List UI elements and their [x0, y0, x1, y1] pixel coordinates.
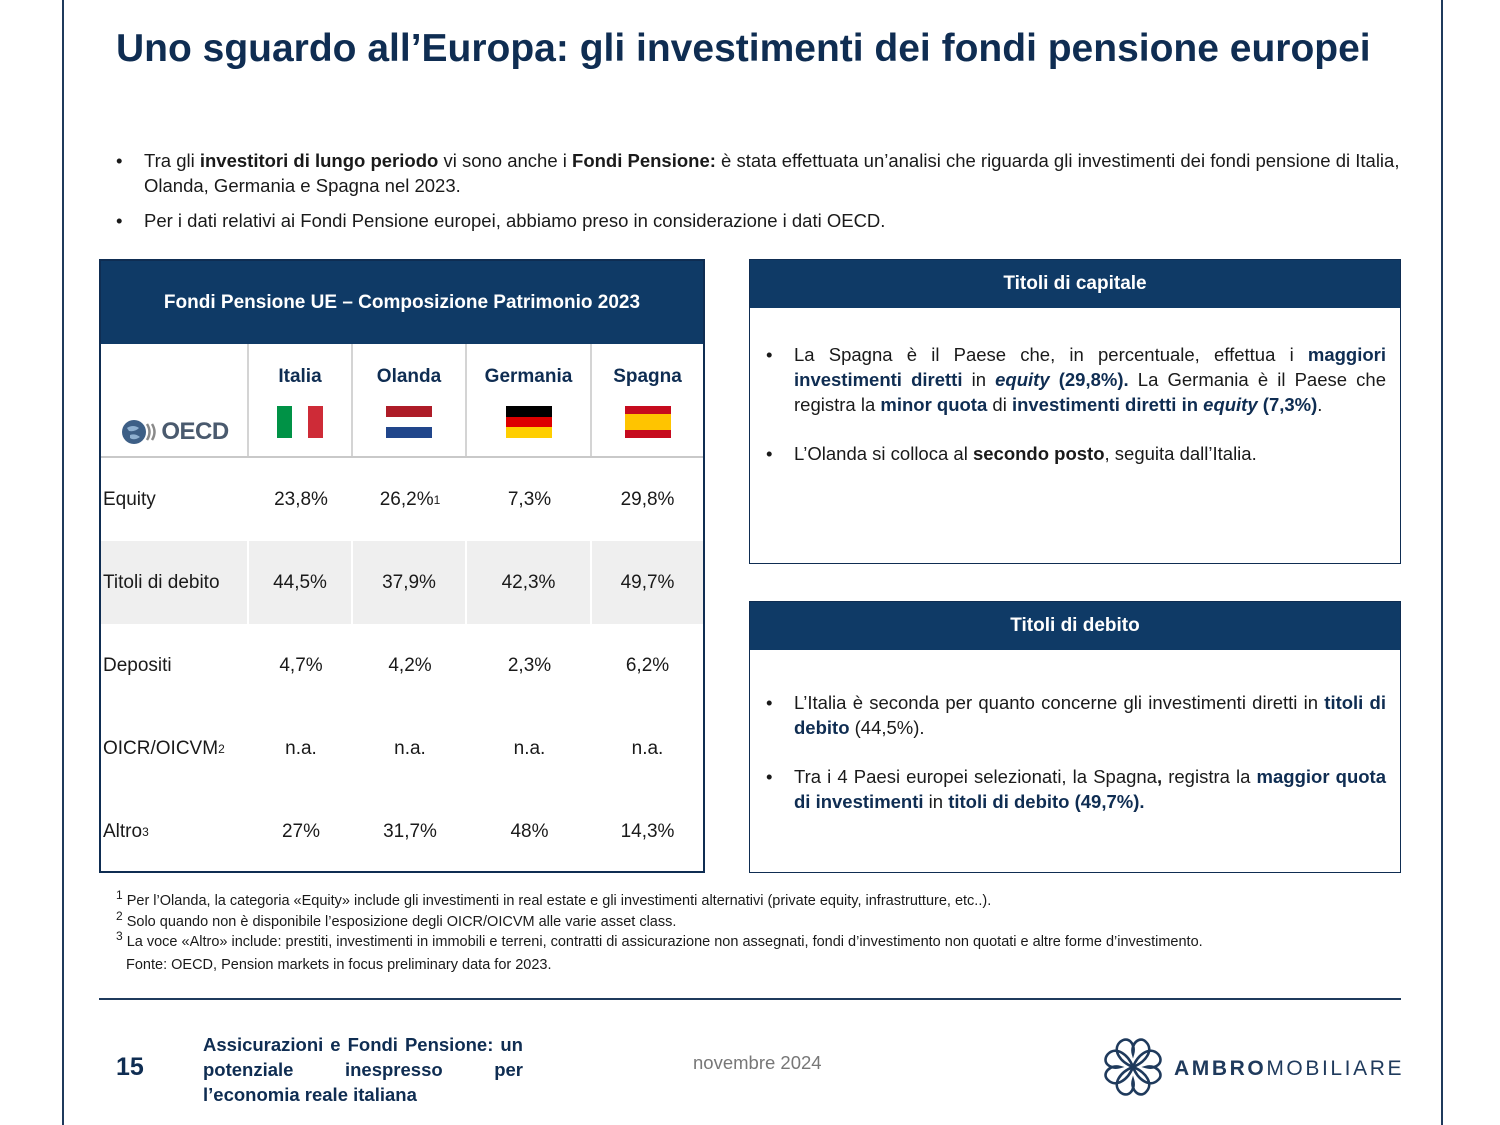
- netherlands-flag-icon: [386, 406, 432, 439]
- equity-bullet-1: La Spagna è il Paese che, in percentuale…: [766, 342, 1386, 417]
- spain-flag-icon: [624, 406, 671, 438]
- ambromobiliare-logo: AMBROMOBILIARE: [1098, 1032, 1404, 1102]
- equity-bullet-2: L’Olanda si colloca al secondo posto, se…: [766, 441, 1386, 466]
- table-cell: n.a.: [513, 737, 546, 759]
- table-cell: 7,3%: [507, 488, 552, 510]
- oecd-logo: OECD: [101, 344, 249, 456]
- right-border-line: [1441, 0, 1443, 1125]
- equity-box: Titoli di capitale La Spagna è il Paese …: [749, 259, 1401, 564]
- debt-bullet-2: Tra i 4 Paesi europei selezionati, la Sp…: [766, 764, 1386, 814]
- col-header-spagna: Spagna: [592, 344, 703, 456]
- table-cell: 42,3%: [467, 541, 592, 624]
- footer-date: novembre 2024: [693, 1052, 822, 1073]
- table-cell: 27%: [281, 820, 321, 842]
- table-cell: 6,2%: [625, 654, 670, 676]
- footnote-2: 2 Solo quando non è disponibile l’esposi…: [116, 908, 677, 930]
- equity-box-title: Titoli di capitale: [750, 260, 1400, 308]
- table-row-oicr: OICR/OICVM 2 n.a. n.a. n.a. n.a.: [101, 707, 703, 790]
- table-header-row: OECD Italia Olanda Germania Spagna: [101, 344, 703, 458]
- globe-icon: [122, 420, 157, 444]
- table-row-depositi: Depositi 4,7% 4,2% 2,3% 6,2%: [101, 624, 703, 707]
- col-header-italia: Italia: [249, 344, 353, 456]
- page-title: Uno sguardo all’Europa: gli investimenti…: [116, 27, 1371, 70]
- page-number: 15: [116, 1053, 144, 1081]
- table-cell: 4,2%: [388, 654, 432, 676]
- table-cell: 23,8%: [274, 488, 328, 510]
- table-cell: 29,8%: [620, 488, 675, 510]
- table-cell: n.a.: [394, 737, 426, 759]
- table-title: Fondi Pensione UE – Composizione Patrimo…: [101, 261, 703, 344]
- col-header-olanda: Olanda: [353, 344, 467, 456]
- footnotes: 1 Per l’Olanda, la categoria «Equity» in…: [116, 888, 1416, 975]
- table-cell: 2,3%: [507, 654, 552, 676]
- table-cell: 44,5%: [249, 541, 353, 624]
- row-label: OICR/OICVM 2: [103, 737, 225, 759]
- row-label: Depositi: [103, 654, 172, 676]
- debt-box: Titoli di debito L’Italia è seconda per …: [749, 601, 1401, 873]
- logo-wordmark: AMBROMOBILIARE: [1174, 1057, 1405, 1080]
- table-cell: 49,7%: [620, 571, 675, 593]
- table-row-titoli-di-debito: Titoli di debito 44,5% 37,9% 42,3% 49,7%: [101, 541, 703, 624]
- table-cell: n.a.: [631, 737, 664, 759]
- intro-bullet-2: Per i dati relativi ai Fondi Pensione eu…: [116, 208, 1406, 233]
- composition-table: Fondi Pensione UE – Composizione Patrimo…: [99, 259, 705, 873]
- col-label-spagna: Spagna: [613, 366, 682, 387]
- col-label-germania: Germania: [484, 366, 573, 387]
- table-cell: 26,2% 1: [379, 488, 441, 510]
- row-label: Equity: [103, 488, 156, 510]
- left-border-line: [62, 0, 64, 1125]
- table-row-equity: Equity 23,8% 26,2% 1 7,3% 29,8%: [101, 458, 703, 541]
- germany-flag-icon: [505, 406, 552, 439]
- oecd-logo-text: OECD: [161, 418, 229, 445]
- table-cell: n.a.: [285, 737, 317, 759]
- table-cell: 31,7%: [383, 820, 437, 842]
- row-label: Titoli di debito: [101, 541, 249, 624]
- table-cell: 48%: [510, 820, 549, 842]
- debt-box-title: Titoli di debito: [750, 602, 1400, 650]
- row-label: Altro 3: [103, 820, 149, 842]
- footnote-3: 3 La voce «Altro» include: prestiti, inv…: [116, 929, 1203, 950]
- table-row-altro: Altro 3 27% 31,7% 48% 14,3%: [101, 790, 703, 873]
- debt-bullet-1: L’Italia è seconda per quanto concerne g…: [766, 690, 1386, 740]
- footer-title: Assicurazioni e Fondi Pensione: un poten…: [203, 1034, 523, 1105]
- col-label-italia: Italia: [278, 366, 322, 387]
- footer-divider: [99, 998, 1401, 1000]
- intro-bullet-1: Tra gli investitori di lungo periodo vi …: [116, 148, 1406, 198]
- table-cell: 4,7%: [279, 654, 323, 676]
- clover-icon: [1104, 1038, 1162, 1096]
- table-cell: 37,9%: [353, 541, 467, 624]
- footnote-1: 1 Per l’Olanda, la categoria «Equity» in…: [116, 888, 992, 909]
- intro-bullets: Tra gli investitori di lungo periodo vi …: [116, 148, 1406, 243]
- col-header-germania: Germania: [467, 344, 592, 456]
- col-label-olanda: Olanda: [376, 366, 442, 387]
- source-note: Fonte: OECD, Pension markets in focus pr…: [126, 956, 552, 973]
- italy-flag-icon: [277, 406, 323, 438]
- table-cell: 14,3%: [620, 820, 675, 842]
